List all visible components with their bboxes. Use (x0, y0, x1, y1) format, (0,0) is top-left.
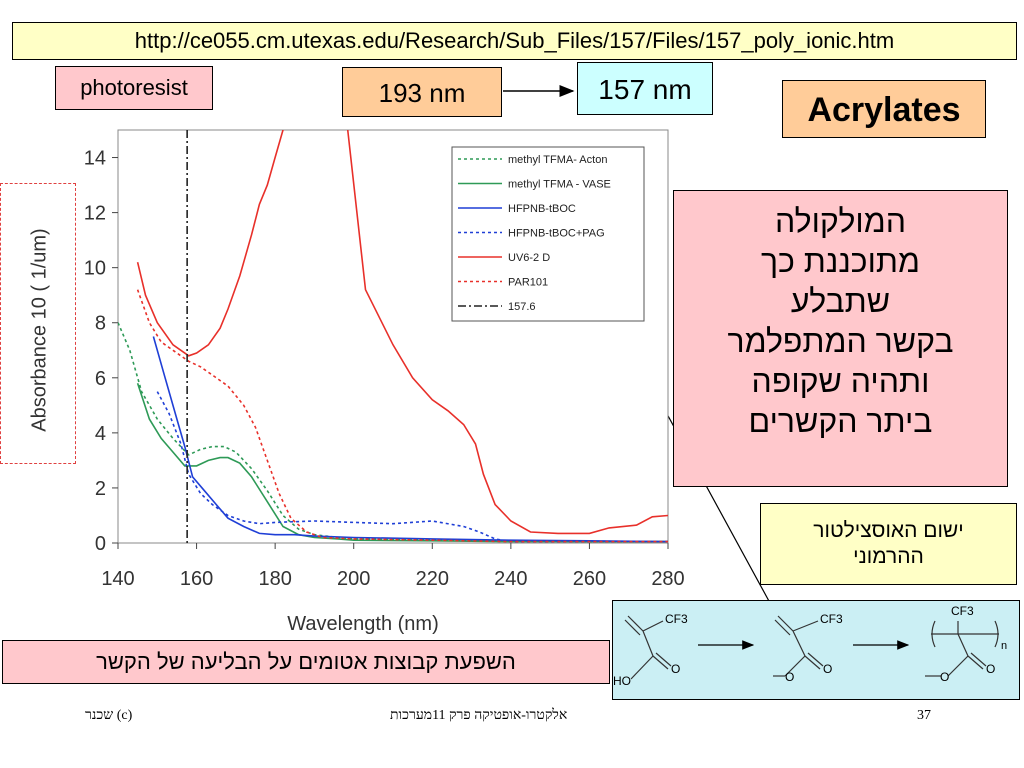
legend-label: HFPNB-tBOC+PAG (508, 228, 605, 240)
methacrylic-acid-structure (624, 615, 672, 680)
acrylates-title: Acrylates (782, 80, 986, 138)
x-tick-label: 220 (416, 568, 449, 590)
series-line (152, 336, 668, 543)
hebrew-line: מתוכננת כך (761, 243, 920, 279)
ho-label: HO (613, 674, 631, 688)
legend-box (451, 146, 645, 322)
absorbance-chart: 0 2 4 6 8 10 12 14 140 160 180 200 220 240 260 280 Wavel… (84, 129, 685, 635)
methyl-methacrylate-structure (773, 615, 824, 677)
legend-label: UV6-2 D (508, 252, 550, 264)
url-text-box: http://ce055.cm.utexas.edu/Research/Sub_… (12, 22, 1017, 60)
series-line (136, 130, 668, 535)
photoresist-label: photoresist (55, 66, 213, 110)
o-label: O (986, 662, 995, 676)
y-tick-label: 14 (84, 148, 106, 170)
hebrew-line: בקשר המתפלמר (727, 323, 954, 359)
series-line (136, 289, 668, 543)
polymerization-scheme: CF3 O HO CF3 O O CF3 n O O (612, 600, 1020, 700)
y-tick-label: 6 (95, 368, 106, 390)
chemical-structures: CF3 O HO CF3 O O CF3 n O O (613, 604, 1007, 688)
legend-label: HFPNB-tBOC (508, 203, 576, 215)
o-label: O (940, 670, 949, 684)
y-tick-label: 4 (95, 423, 106, 445)
series-line (136, 383, 668, 543)
hebrew-line: המולקולה (775, 203, 906, 239)
cf3-label: CF3 (665, 612, 688, 626)
y-tick-label: 0 (95, 533, 106, 555)
wavelength-157-label: 157 nm (577, 62, 713, 115)
cf3-label: CF3 (951, 604, 974, 618)
x-tick-label: 240 (494, 568, 527, 590)
legend-label: methyl TFMA - VASE (508, 179, 611, 191)
x-tick-label: 180 (258, 568, 291, 590)
polymer-structure (925, 620, 999, 677)
series-line (156, 391, 668, 543)
x-tick-label: 260 (573, 568, 606, 590)
wavelength-193-label: 193 nm (342, 67, 502, 117)
osc-line: ישום האוסצילטור (813, 519, 964, 542)
atom-group-effect-note: השפעת קבוצות אטומים על הבליעה של הקשר (2, 640, 610, 684)
series-line (118, 322, 668, 543)
x-axis-label: Wavelength (nm) (287, 613, 439, 635)
hebrew-line: שתבלע (790, 283, 891, 319)
x-tick-label: 140 (101, 568, 134, 590)
hebrew-line: ביתר הקשרים (748, 403, 933, 439)
harmonic-oscillator-note: ישום האוסצילטור ההרמוני (760, 503, 1017, 585)
o-label: O (785, 670, 794, 684)
n-subscript: n (1001, 640, 1007, 652)
footer-page-number: 37 (917, 708, 931, 723)
y-tick-label: 8 (95, 313, 106, 335)
legend-label: methyl TFMA- Acton (508, 154, 607, 166)
footer-copyright: שכנר (c) (85, 708, 133, 723)
o-label: O (823, 662, 832, 676)
y-tick-label: 12 (84, 203, 106, 225)
y-tick-label: 2 (95, 478, 106, 500)
cf3-label: CF3 (820, 612, 843, 626)
footer-course: אלקטרו-אופטיקה פרק 11מערכות (390, 708, 568, 723)
x-tick-label: 160 (180, 568, 213, 590)
y-axis-label-frame (0, 183, 76, 464)
legend-label: 157.6 (508, 301, 536, 313)
x-tick-label: 280 (651, 568, 684, 590)
molecule-design-note: המולקולה מתוכננת כך שתבלע בקשר המתפלמר ו… (673, 190, 1008, 487)
hebrew-line: ותהיה שקופה (751, 363, 930, 399)
x-tick-label: 200 (337, 568, 370, 590)
y-tick-label: 10 (84, 258, 106, 280)
osc-line: ההרמוני (853, 545, 924, 568)
o-label: O (671, 662, 680, 676)
legend-label: PAR101 (508, 277, 548, 289)
